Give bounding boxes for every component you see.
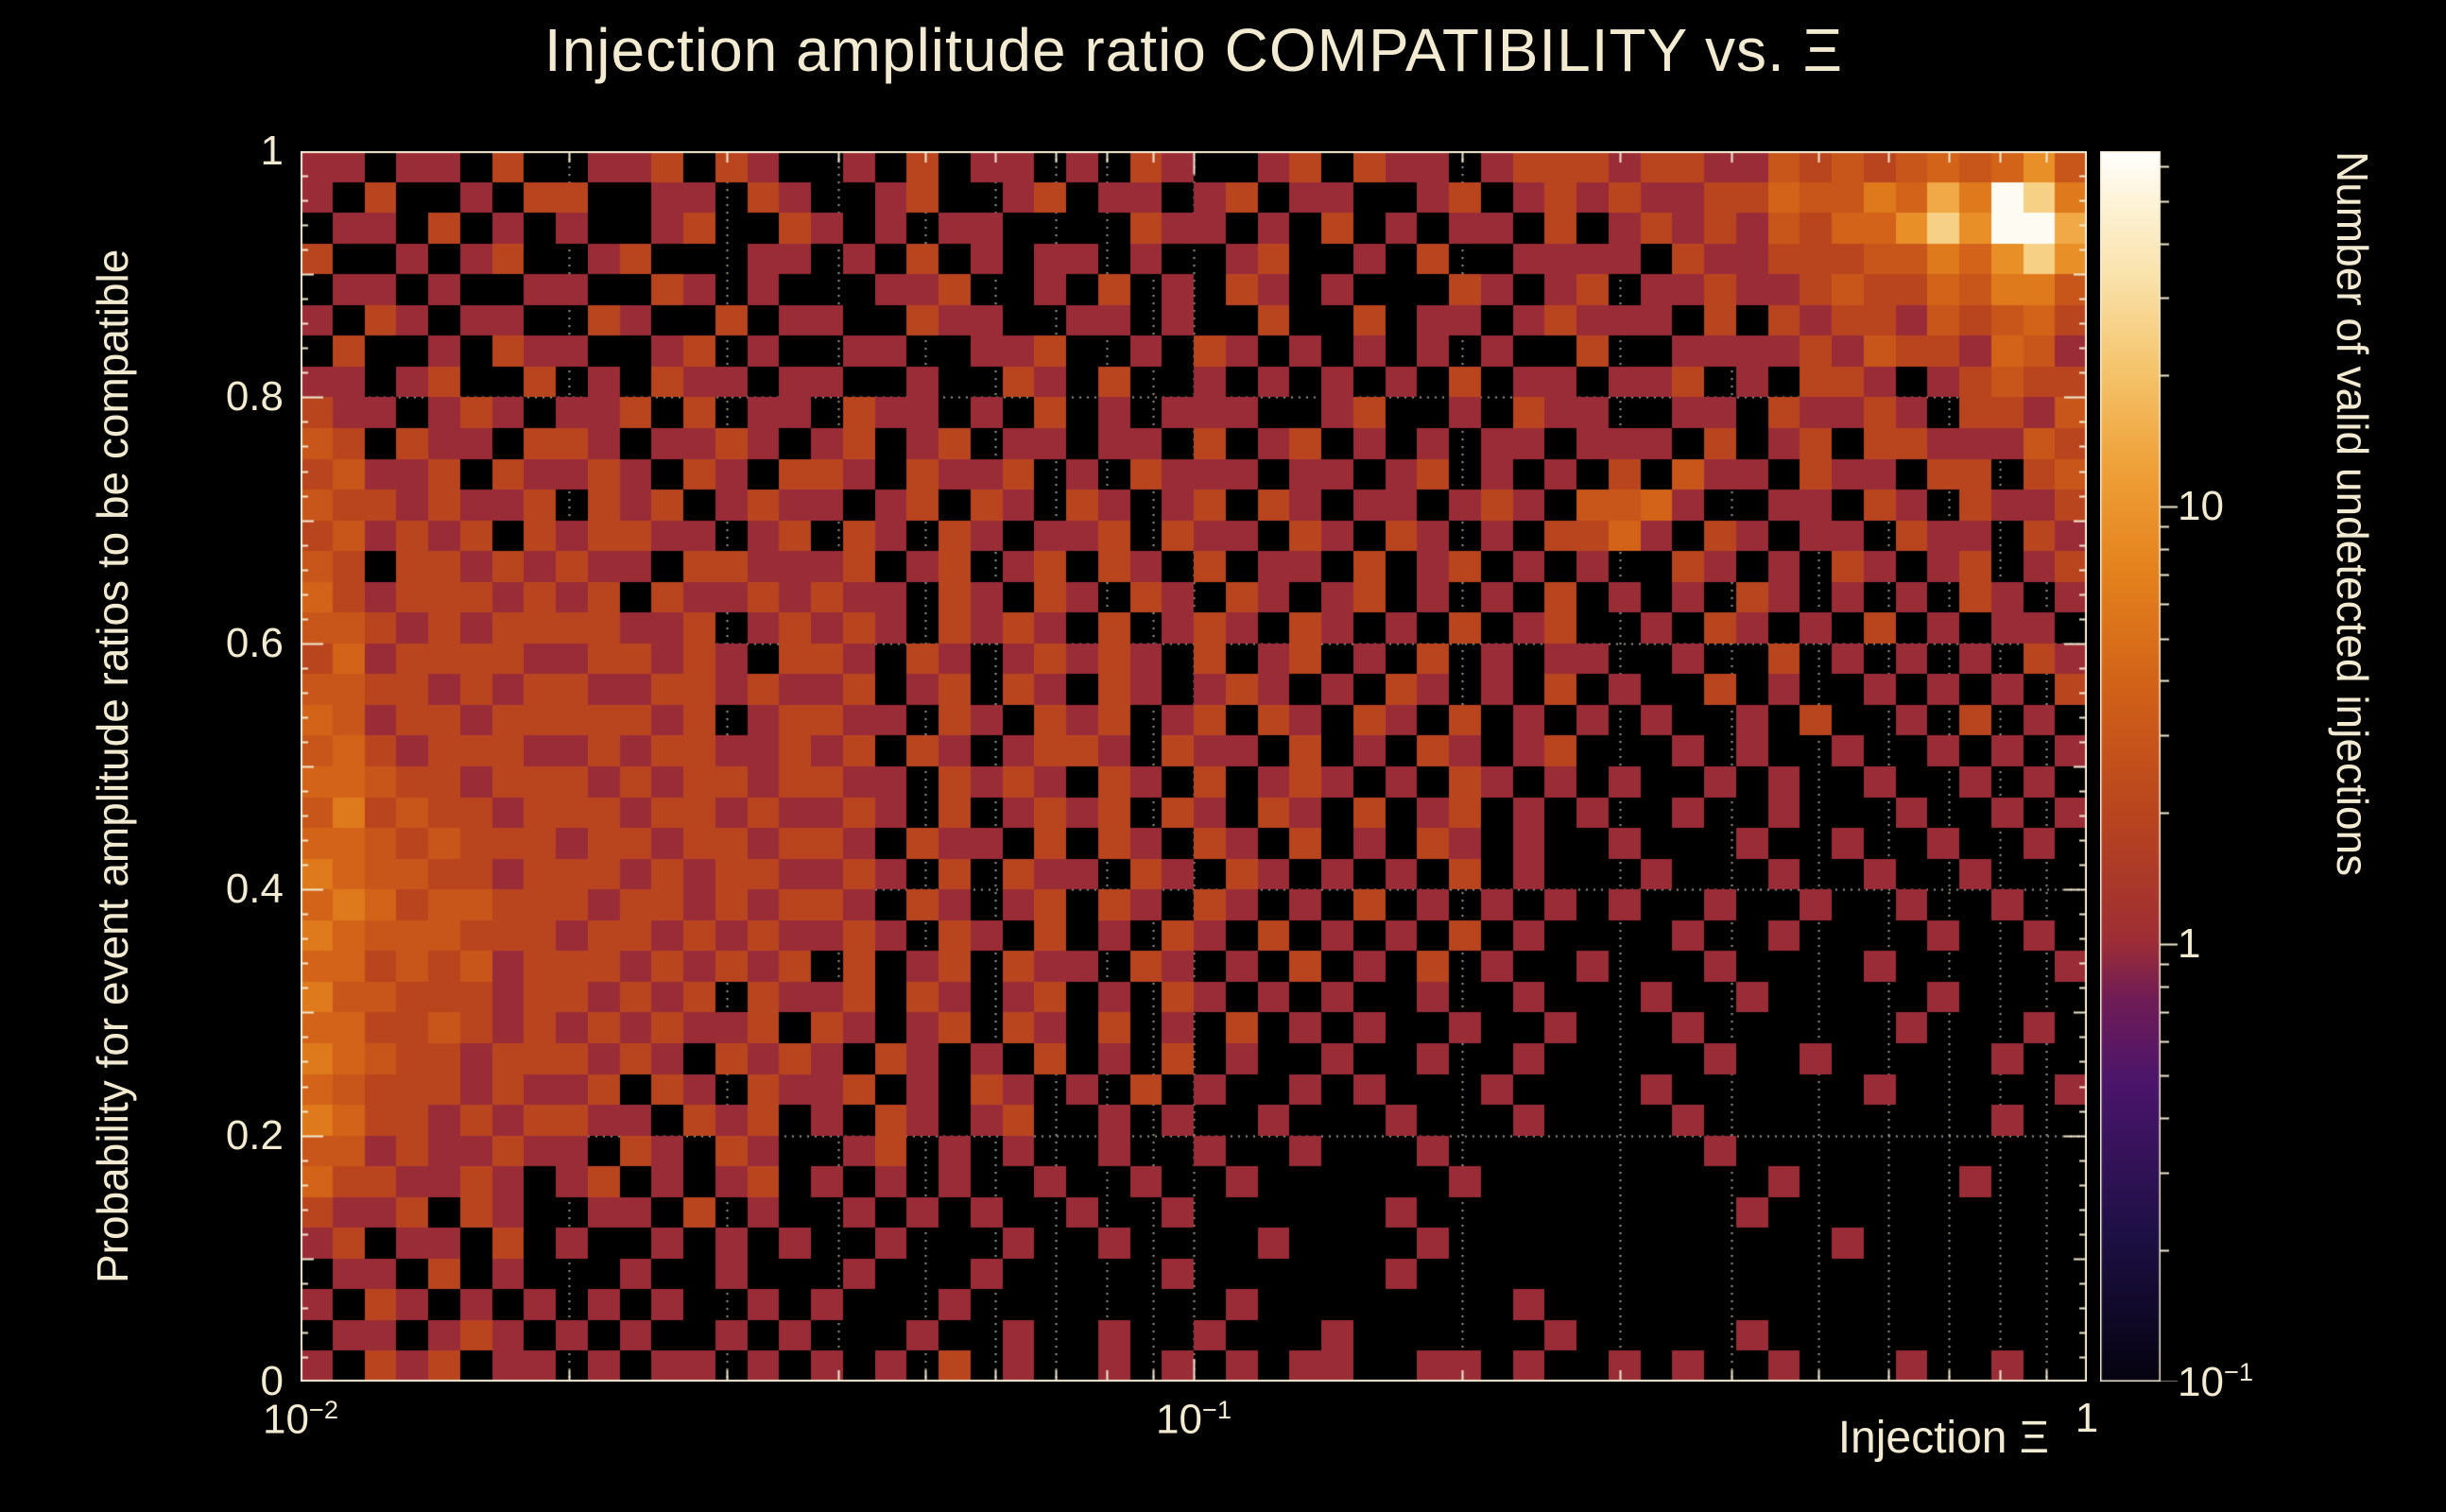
y-tick-label: 0.8 (225, 373, 284, 421)
chart-title: Injection amplitude ratio COMPATIBILITY … (543, 16, 1844, 84)
y-tick-label: 0.4 (225, 866, 284, 913)
y-tick-label: 1 (260, 128, 284, 174)
colorbar-axis-title: Number of valid undetected injections (2328, 151, 2377, 877)
colorbar-tick-label: 1 (2178, 920, 2201, 968)
y-axis-title: Probability for event amplitude ratios t… (88, 249, 137, 1284)
y-tick-label: 0.2 (225, 1111, 284, 1159)
x-tick-label: 10−1 (1155, 1395, 1232, 1443)
x-tick-label: 10−2 (262, 1395, 339, 1443)
x-axis-title: Injection Ξ (1837, 1413, 2049, 1463)
y-tick-label: 0.6 (225, 619, 284, 666)
y-tick-label: 0 (260, 1358, 284, 1404)
heatmap-plot-canvas (301, 151, 2087, 1382)
colorbar-tick-label: 10 (2178, 483, 2224, 530)
colorbar-tick-label: 10−1 (2178, 1357, 2254, 1405)
x-tick-label: 1 (2075, 1395, 2099, 1441)
colorbar-canvas (2100, 151, 2179, 1382)
